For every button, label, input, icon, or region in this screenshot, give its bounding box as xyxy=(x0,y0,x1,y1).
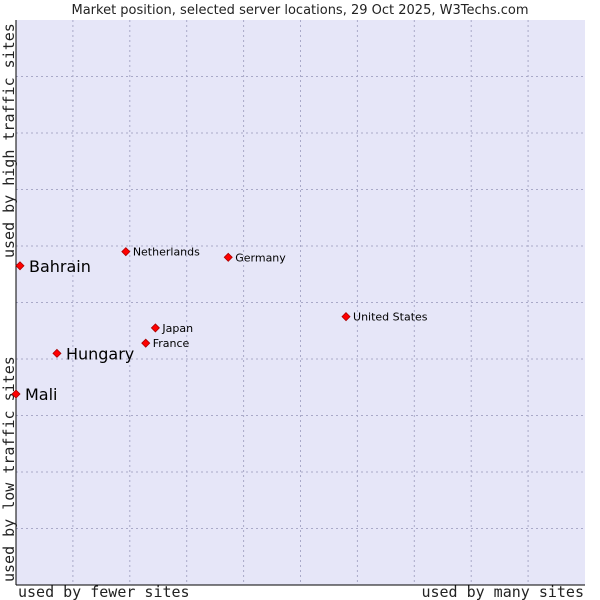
point-label-mali: Mali xyxy=(25,385,58,404)
point-label-hungary: Hungary xyxy=(66,344,134,363)
point-marker-germany xyxy=(223,252,233,262)
chart-title: Market position, selected server locatio… xyxy=(71,3,528,18)
point-label-united-states: United States xyxy=(353,311,428,324)
grid xyxy=(16,20,585,585)
point-label-germany: Germany xyxy=(235,251,286,264)
point-marker-hungary xyxy=(52,348,62,358)
y-label-bottom: used by low traffic sites xyxy=(0,356,18,582)
point-marker-france xyxy=(141,338,151,348)
point-label-france: France xyxy=(153,337,190,350)
x-label-left: used by fewer sites xyxy=(18,583,190,600)
point-label-bahrain: Bahrain xyxy=(29,257,91,276)
x-label-right: used by many sites xyxy=(421,583,584,600)
y-label-top: used by high traffic sites xyxy=(0,23,18,258)
point-marker-japan xyxy=(150,323,160,333)
point-marker-bahrain xyxy=(15,261,25,271)
point-label-japan: Japan xyxy=(161,322,193,335)
data-points: Netherlands Germany Bahrain United States Ja… xyxy=(11,246,428,404)
point-label-netherlands: Netherlands xyxy=(133,246,200,259)
point-marker-mali xyxy=(11,389,21,399)
point-marker-netherlands xyxy=(121,247,131,257)
point-marker-united-states xyxy=(341,312,351,322)
